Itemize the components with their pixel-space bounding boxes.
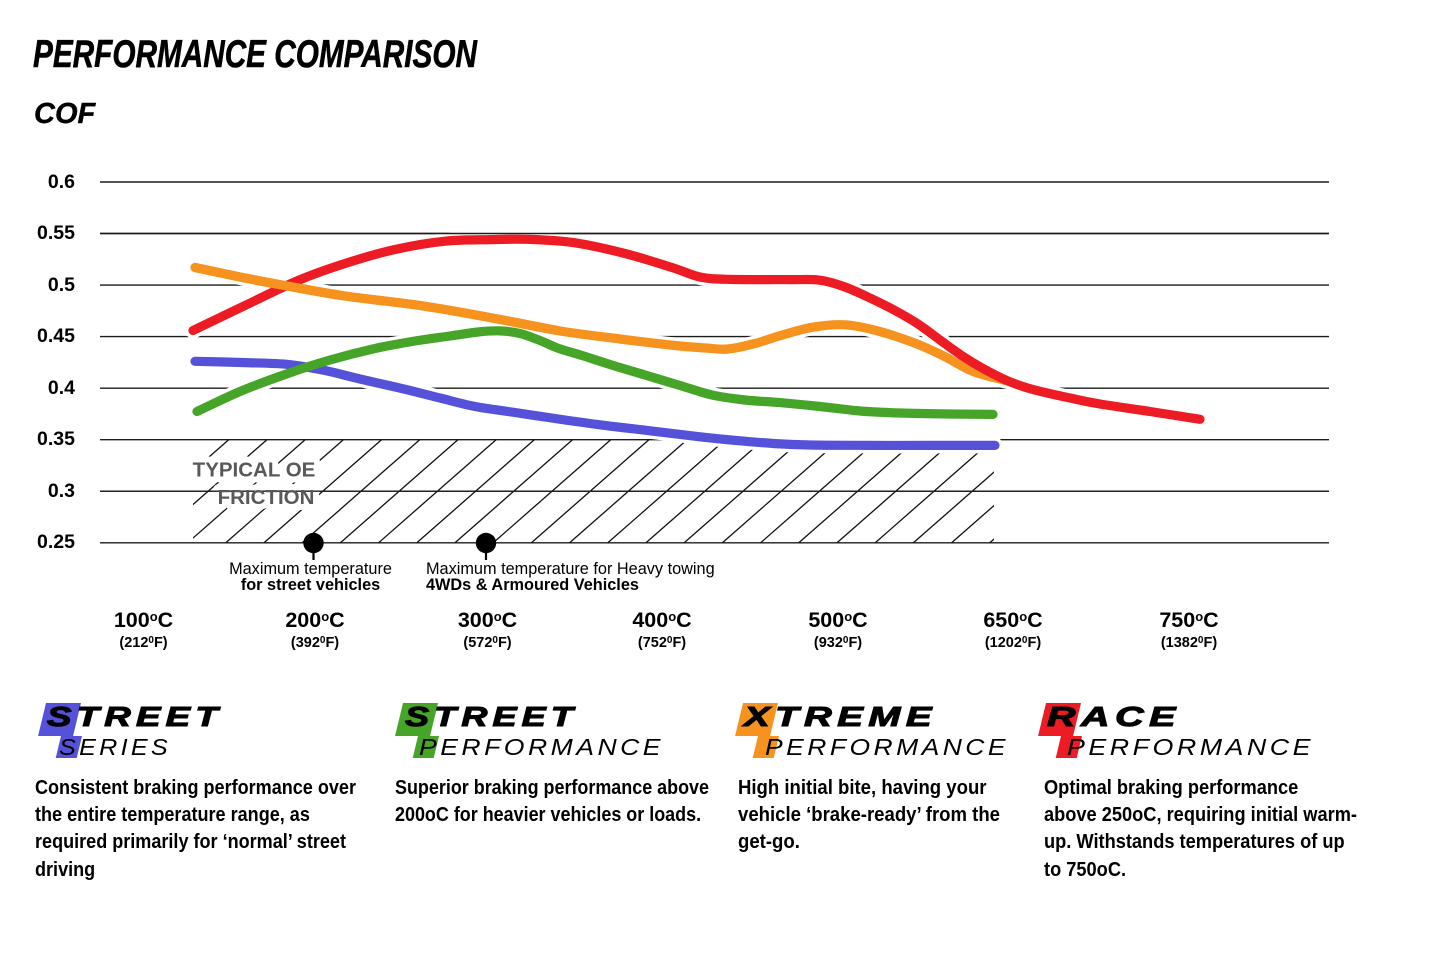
svg-text:TYPICAL OE: TYPICAL OE (193, 459, 316, 482)
svg-text:FRICTION: FRICTION (218, 486, 315, 509)
